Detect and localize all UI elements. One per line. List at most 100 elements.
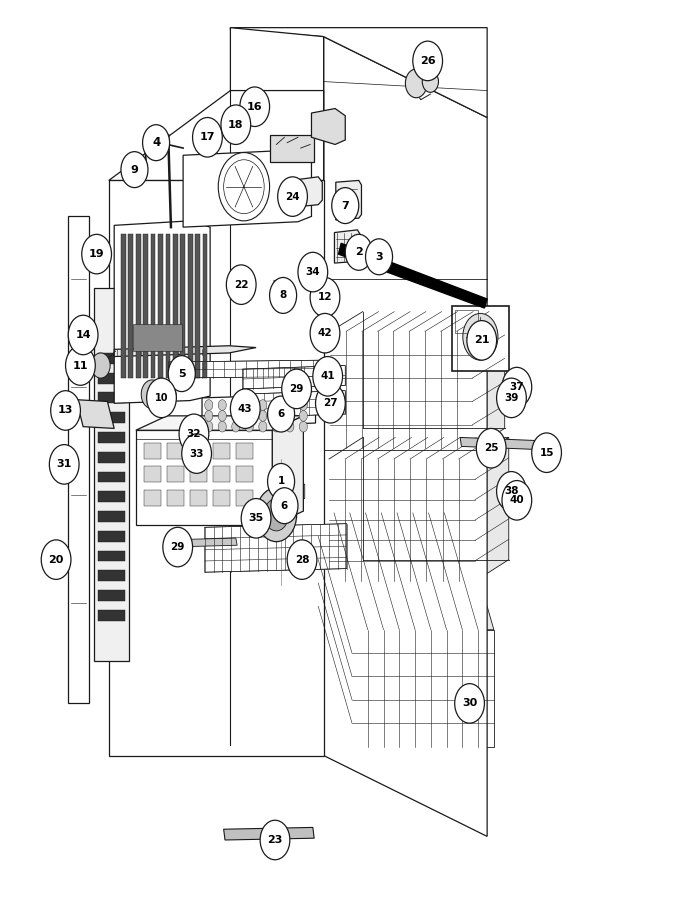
Text: 6: 6 [281,500,288,510]
Circle shape [502,481,531,520]
Circle shape [299,410,307,421]
Polygon shape [98,452,125,463]
Polygon shape [452,306,508,371]
Polygon shape [236,466,253,482]
Text: 21: 21 [474,336,489,346]
Polygon shape [190,443,207,459]
Polygon shape [202,394,315,427]
Polygon shape [158,234,163,378]
Circle shape [179,414,209,454]
Polygon shape [133,324,181,351]
Circle shape [497,472,526,511]
Circle shape [477,428,506,468]
Circle shape [218,153,269,220]
Circle shape [463,313,498,360]
Circle shape [121,152,148,187]
Circle shape [141,380,163,409]
Polygon shape [473,311,504,448]
Circle shape [422,71,439,93]
Circle shape [310,277,340,317]
Polygon shape [190,466,207,482]
Polygon shape [98,412,125,423]
Polygon shape [291,176,322,207]
Circle shape [287,540,317,580]
Circle shape [282,369,311,409]
Circle shape [315,383,345,423]
Polygon shape [98,353,125,364]
Circle shape [204,421,213,432]
Polygon shape [311,109,345,145]
Text: 29: 29 [171,542,185,552]
Circle shape [160,385,176,407]
Circle shape [218,410,226,421]
Text: 5: 5 [178,369,185,379]
Text: 32: 32 [187,428,201,439]
Circle shape [413,41,443,81]
Circle shape [345,234,372,270]
Circle shape [259,400,267,410]
Polygon shape [167,490,184,506]
Text: 7: 7 [341,201,349,211]
Polygon shape [98,472,125,482]
Polygon shape [98,571,125,581]
Circle shape [245,400,253,410]
Polygon shape [318,513,352,746]
Polygon shape [330,311,504,331]
Text: 16: 16 [247,102,263,112]
Circle shape [313,356,343,396]
Circle shape [66,346,95,385]
Text: 43: 43 [238,404,253,414]
Circle shape [406,69,427,98]
Polygon shape [329,437,508,459]
Text: 12: 12 [318,292,332,302]
Polygon shape [98,373,125,383]
Text: 27: 27 [323,399,338,409]
Circle shape [82,234,112,274]
Polygon shape [151,234,156,378]
Circle shape [245,421,253,432]
Text: 26: 26 [420,56,435,66]
Circle shape [204,400,213,410]
Text: 42: 42 [318,328,332,338]
Polygon shape [144,234,148,378]
Polygon shape [329,459,475,581]
Circle shape [147,378,176,418]
Polygon shape [136,430,272,526]
Polygon shape [98,590,125,601]
Polygon shape [98,551,125,562]
Text: 11: 11 [72,361,88,371]
Circle shape [230,389,260,428]
Polygon shape [330,331,473,448]
Polygon shape [237,391,345,418]
Polygon shape [169,538,237,547]
Text: 29: 29 [290,384,304,394]
Circle shape [259,410,267,421]
Circle shape [218,400,226,410]
Circle shape [232,400,240,410]
Text: 9: 9 [131,165,138,175]
Text: 20: 20 [49,554,64,564]
Circle shape [272,410,280,421]
Text: 18: 18 [228,120,244,130]
Text: 1: 1 [278,476,285,487]
Polygon shape [183,150,311,227]
Text: 31: 31 [56,459,72,470]
Text: 28: 28 [294,554,309,564]
Circle shape [272,421,280,432]
Polygon shape [94,288,129,662]
Polygon shape [98,511,125,522]
Text: 15: 15 [540,447,554,458]
Text: 41: 41 [320,372,335,382]
Polygon shape [144,490,162,506]
Polygon shape [204,524,347,572]
Polygon shape [98,491,125,502]
Circle shape [68,315,98,355]
Circle shape [232,410,240,421]
Circle shape [49,445,79,484]
Polygon shape [190,490,207,506]
Circle shape [245,410,253,421]
Circle shape [323,284,332,296]
Polygon shape [236,490,253,506]
Circle shape [267,396,294,432]
Circle shape [226,265,256,304]
